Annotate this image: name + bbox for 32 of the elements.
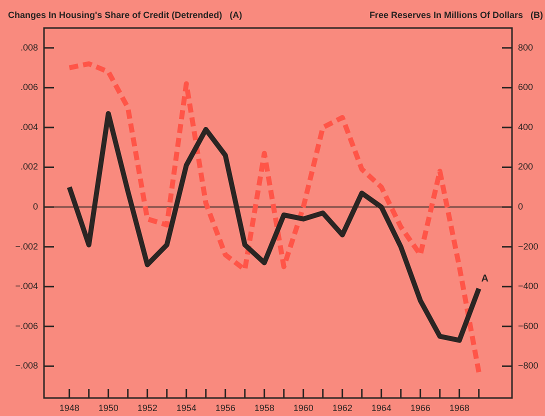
x-tick-label: 1956	[215, 402, 236, 413]
y2-tick-label: 600	[518, 82, 534, 92]
y2-tick-label: −400	[518, 281, 538, 292]
y-tick-label: .004	[20, 122, 38, 132]
y-tick-label: −.004	[15, 281, 38, 292]
x-tick-label: 1968	[449, 402, 470, 413]
y-tick-label: .008	[20, 42, 38, 52]
y-tick-label: .002	[20, 162, 38, 172]
x-tick-label: 1960	[293, 402, 314, 413]
y-axis-title: Changes In Housing's Share of Credit (Detrended) (A)	[8, 10, 242, 20]
y-tick-label: 0	[32, 202, 38, 212]
x-tick-label: 1966	[410, 402, 430, 413]
y2-tick-label: −200	[518, 241, 538, 252]
x-tick-label: 1952	[137, 402, 158, 413]
x-tick-label: 1954	[176, 402, 196, 413]
y2-tick-label: −600	[518, 320, 538, 331]
y-tick-label: −.006	[15, 320, 38, 331]
y2-tick-label: 200	[518, 162, 534, 172]
y2-axis-title: Free Reserves In Millions Of Dollars (B)	[369, 10, 543, 20]
y-tick-label: −.008	[15, 360, 38, 371]
x-tick-label: 1964	[371, 402, 392, 413]
y2-tick-label: −800	[518, 360, 538, 371]
x-tick-label: 1962	[332, 402, 352, 413]
y2-tick-label: 800	[518, 42, 534, 52]
x-tick-label: 1958	[254, 402, 274, 413]
y-tick-label: .006	[20, 82, 38, 92]
y2-tick-label: 0	[518, 202, 524, 212]
y2-tick-label: 400	[518, 122, 534, 132]
annotation: A	[481, 273, 488, 284]
x-tick-label: 1950	[98, 402, 118, 413]
y-tick-label: −.002	[15, 241, 38, 252]
x-tick-label: 1948	[59, 402, 80, 413]
